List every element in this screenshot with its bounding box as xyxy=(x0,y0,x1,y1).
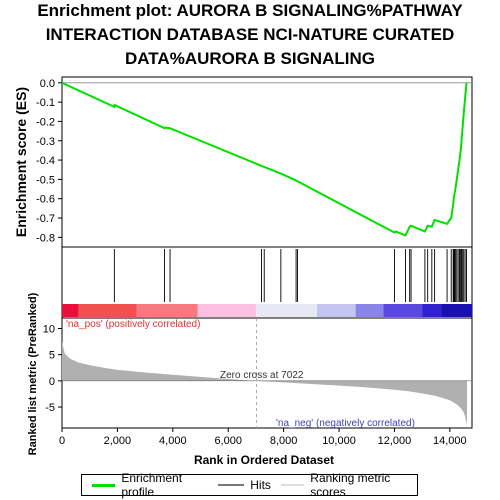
legend: Enrichment profile Hits Ranking metric s… xyxy=(81,471,418,499)
legend-label-enrichment: Enrichment profile xyxy=(121,471,183,499)
metric-y-tick-label: 0 xyxy=(49,376,55,388)
metric-y-tick-label: -5 xyxy=(45,402,55,414)
x-tick-label: 10,000 xyxy=(322,435,356,447)
pos-correlated-label: 'na_pos' (positively correlated) xyxy=(66,319,200,330)
chart-title-line-1: Enrichment plot: AURORA B SIGNALING%PATH… xyxy=(37,1,463,20)
rank-gradient-segment xyxy=(441,304,472,317)
x-tick-label: 4,000 xyxy=(159,435,187,447)
hits-swatch xyxy=(218,484,245,486)
chart-title-line-3: DATA%AURORA B SIGNALING xyxy=(125,49,375,68)
es-y-tick-label: -0.6 xyxy=(36,194,55,206)
legend-label-metric: Ranking metric scores xyxy=(310,471,391,499)
enrichment-profile-line xyxy=(61,81,468,237)
es-y-tick-label: -0.8 xyxy=(36,232,55,244)
rank-gradient-segment xyxy=(255,304,317,317)
rank-gradient-segment xyxy=(383,304,423,317)
rank-gradient-segment xyxy=(197,304,256,317)
x-tick-label: 8,000 xyxy=(270,435,298,447)
legend-item-hits: Hits xyxy=(218,478,271,492)
es-y-tick-label: -0.3 xyxy=(36,136,55,148)
x-axis-label: Rank in Ordered Dataset xyxy=(194,453,334,467)
legend-label-hits: Hits xyxy=(250,478,271,492)
es-y-tick-label: 0.0 xyxy=(40,78,55,90)
rank-gradient-segment xyxy=(78,304,137,317)
es-y-tick-label: -0.4 xyxy=(36,155,55,167)
x-tick-label: 0 xyxy=(59,435,65,447)
legend-item-enrichment: Enrichment profile xyxy=(92,471,208,499)
enrichment-swatch xyxy=(92,483,116,487)
rank-gradient-segment xyxy=(136,304,198,317)
es-y-tick-label: -0.5 xyxy=(36,174,55,186)
zero-cross-label: Zero cross at 7022 xyxy=(220,370,304,381)
rank-gradient-segment xyxy=(316,304,356,317)
metric-swatch xyxy=(280,484,305,486)
es-y-axis-label: Enrichment score (ES) xyxy=(13,87,29,237)
x-tick-label: 2,000 xyxy=(104,435,132,447)
rank-gradient-segment xyxy=(422,304,442,317)
metric-y-tick-label: 5 xyxy=(49,350,55,362)
rank-gradient-segment xyxy=(355,304,384,317)
es-panel-frame xyxy=(61,76,473,248)
metric-y-axis-label: Ranked list metric (PreRanked) xyxy=(27,292,39,455)
ranking-metric-area xyxy=(62,341,467,426)
x-tick-label: 14,000 xyxy=(433,435,467,447)
es-y-tick-label: -0.1 xyxy=(36,97,55,109)
chart-title-line-2: INTERACTION DATABASE NCI-NATURE CURATED xyxy=(45,25,455,44)
es-y-tick-label: -0.7 xyxy=(36,213,55,225)
neg-correlated-label: 'na_neg' (negatively correlated) xyxy=(276,418,415,429)
rank-gradient-segment xyxy=(62,304,79,317)
x-tick-label: 12,000 xyxy=(378,435,412,447)
legend-item-metric: Ranking metric scores xyxy=(280,471,417,499)
x-tick-label: 6,000 xyxy=(214,435,242,447)
es-y-tick-label: -0.2 xyxy=(36,116,55,128)
metric-y-tick-label: 10 xyxy=(43,323,55,335)
